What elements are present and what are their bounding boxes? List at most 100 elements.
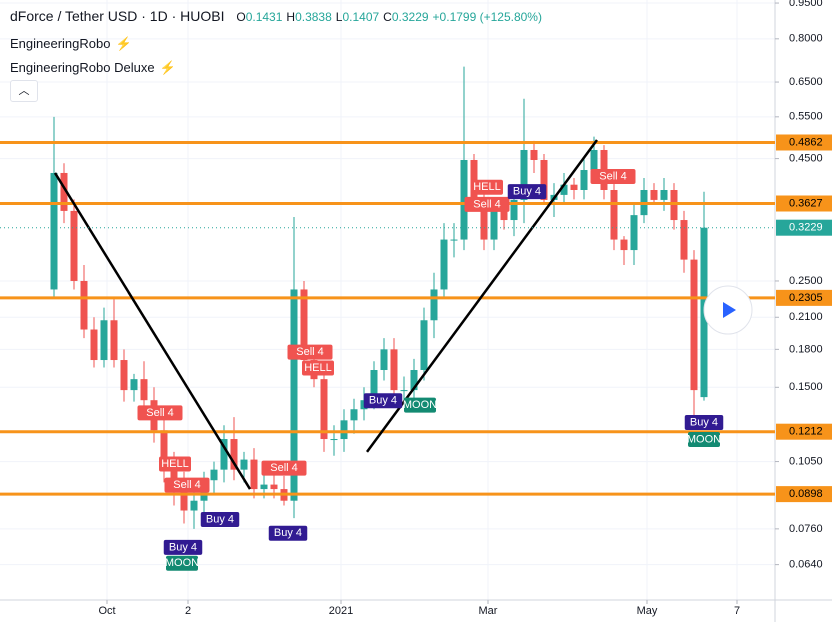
signal-badge: [268, 525, 308, 541]
level-label: 0.0898: [789, 488, 823, 500]
ohlc-key: C: [383, 10, 392, 24]
signal-badge: [137, 405, 183, 421]
signal-badge: [200, 511, 240, 527]
candle-body: [630, 215, 638, 251]
signal-label: Sell 4: [599, 170, 627, 182]
candle-body: [680, 220, 688, 260]
candle-body: [690, 259, 698, 391]
ohlc: O0.1431 H0.3838 L0.1407 C0.3229 +0.1799 (+12…: [236, 10, 546, 24]
candle-body: [60, 172, 68, 211]
signal-badge: [684, 414, 724, 430]
candle-body: [110, 320, 118, 361]
candle-body: [350, 409, 358, 421]
level-label-bg: [776, 423, 832, 440]
candle-body: [300, 289, 308, 361]
candle-body: [240, 459, 248, 470]
scroll-to-realtime-button[interactable]: [703, 285, 753, 335]
candle-body: [340, 420, 348, 440]
candle-body: [320, 379, 328, 440]
signal-label: Buy 4: [169, 541, 197, 553]
ohlc-value: 0.3838: [295, 10, 332, 24]
indicator[interactable]: EngineeringRobo Deluxe ⚡: [10, 60, 176, 76]
y-tick-label: 0.2500: [789, 275, 823, 287]
change: +0.1799 (+125.80%): [432, 10, 542, 24]
x-tick-label: May: [637, 605, 658, 617]
trendline: [53, 172, 252, 490]
y-tick-label: 0.0640: [789, 559, 823, 571]
signal-badge: [287, 344, 333, 360]
signal-badge: [159, 456, 191, 472]
level-label: 0.4862: [789, 136, 823, 148]
ohlc-key: H: [286, 10, 296, 24]
level-label: 0.1212: [789, 426, 823, 438]
candle-body: [160, 430, 168, 470]
candle-body: [180, 489, 188, 511]
ohlc-value: 0.1431: [245, 10, 283, 24]
button-icon: [723, 302, 736, 318]
level-label: 0.2305: [789, 292, 823, 304]
level-label-bg: [776, 195, 832, 212]
candle-body: [530, 149, 538, 160]
candle-body: [650, 189, 658, 200]
ohlc-value: 0.3229: [391, 10, 429, 24]
candle-body: [450, 239, 458, 241]
candle-body: [660, 189, 668, 200]
candle-body: [370, 370, 378, 401]
signal-badge: [163, 539, 203, 555]
candle-body: [520, 149, 528, 200]
candle-body: [540, 159, 548, 200]
level-label-bg: [776, 486, 832, 503]
signal-label: Buy 4: [690, 416, 718, 428]
candle-body: [140, 379, 148, 401]
icon: ⚡: [115, 36, 132, 51]
signal-badge: [688, 432, 720, 448]
candle-body: [220, 439, 228, 470]
signal-label: HELL: [161, 458, 189, 470]
candle-body: [570, 184, 578, 190]
y-tick-label: 0.1050: [789, 455, 823, 467]
candle-body: [410, 370, 418, 391]
signal-label: Buy 4: [513, 185, 541, 197]
x-tick-label: Oct: [98, 605, 115, 617]
candle-body: [510, 199, 518, 221]
x-tick-label: 7: [734, 605, 740, 617]
candle-body: [130, 379, 138, 391]
candle-body: [50, 172, 58, 290]
candle-body: [580, 170, 588, 190]
y-tick-label: 0.1500: [789, 381, 823, 393]
candle-body: [290, 289, 298, 501]
candle-body: [190, 500, 198, 511]
indicator-name: EngineeringRobo Deluxe: [10, 60, 155, 75]
signal-badge: [363, 393, 403, 409]
signal-label: Sell 4: [173, 479, 201, 491]
x-tick-label: 2: [185, 605, 191, 617]
candle-body: [90, 329, 98, 361]
candle-body: [70, 210, 78, 281]
icon: ⚡: [159, 60, 176, 75]
candle-body: [500, 209, 508, 221]
candle-body: [100, 320, 108, 361]
ohlc-key: L: [335, 10, 343, 24]
signal-label: MOON: [687, 433, 721, 445]
indicator-name: EngineeringRobo: [10, 36, 111, 51]
y-tick-label: 0.9500: [789, 0, 823, 9]
candle-body: [330, 439, 338, 441]
signal-label: Buy 4: [206, 513, 234, 525]
candle-body: [210, 469, 218, 481]
signal-label: Sell 4: [473, 198, 501, 210]
signal-label: HELL: [304, 362, 332, 374]
y-tick-label: 0.8000: [789, 33, 823, 45]
signal-badge: [464, 196, 510, 212]
candle-body: [390, 349, 398, 391]
indicator[interactable]: EngineeringRobo ⚡: [10, 36, 132, 52]
y-tick-label: 0.6500: [789, 76, 823, 88]
candle-body: [480, 199, 488, 240]
y-tick-label: 0.5500: [789, 111, 823, 123]
ohlc-value: 0.1407: [342, 10, 380, 24]
collapse-button[interactable]: ︿: [10, 80, 38, 102]
signal-badge: [507, 184, 547, 200]
signal-label: MOON: [165, 557, 199, 569]
y-tick-label: 0.0760: [789, 523, 823, 535]
